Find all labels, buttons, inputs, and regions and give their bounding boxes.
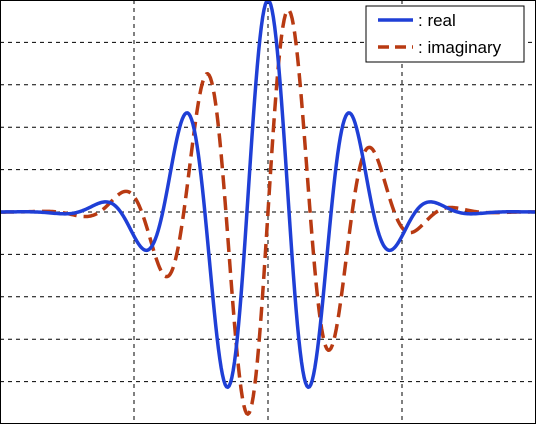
legend-real-label: : real xyxy=(418,11,456,30)
series-real-line xyxy=(0,0,536,390)
legend: : real : imaginary xyxy=(365,5,525,63)
legend-imaginary-label: : imaginary xyxy=(418,38,502,57)
legend-box xyxy=(365,5,525,63)
